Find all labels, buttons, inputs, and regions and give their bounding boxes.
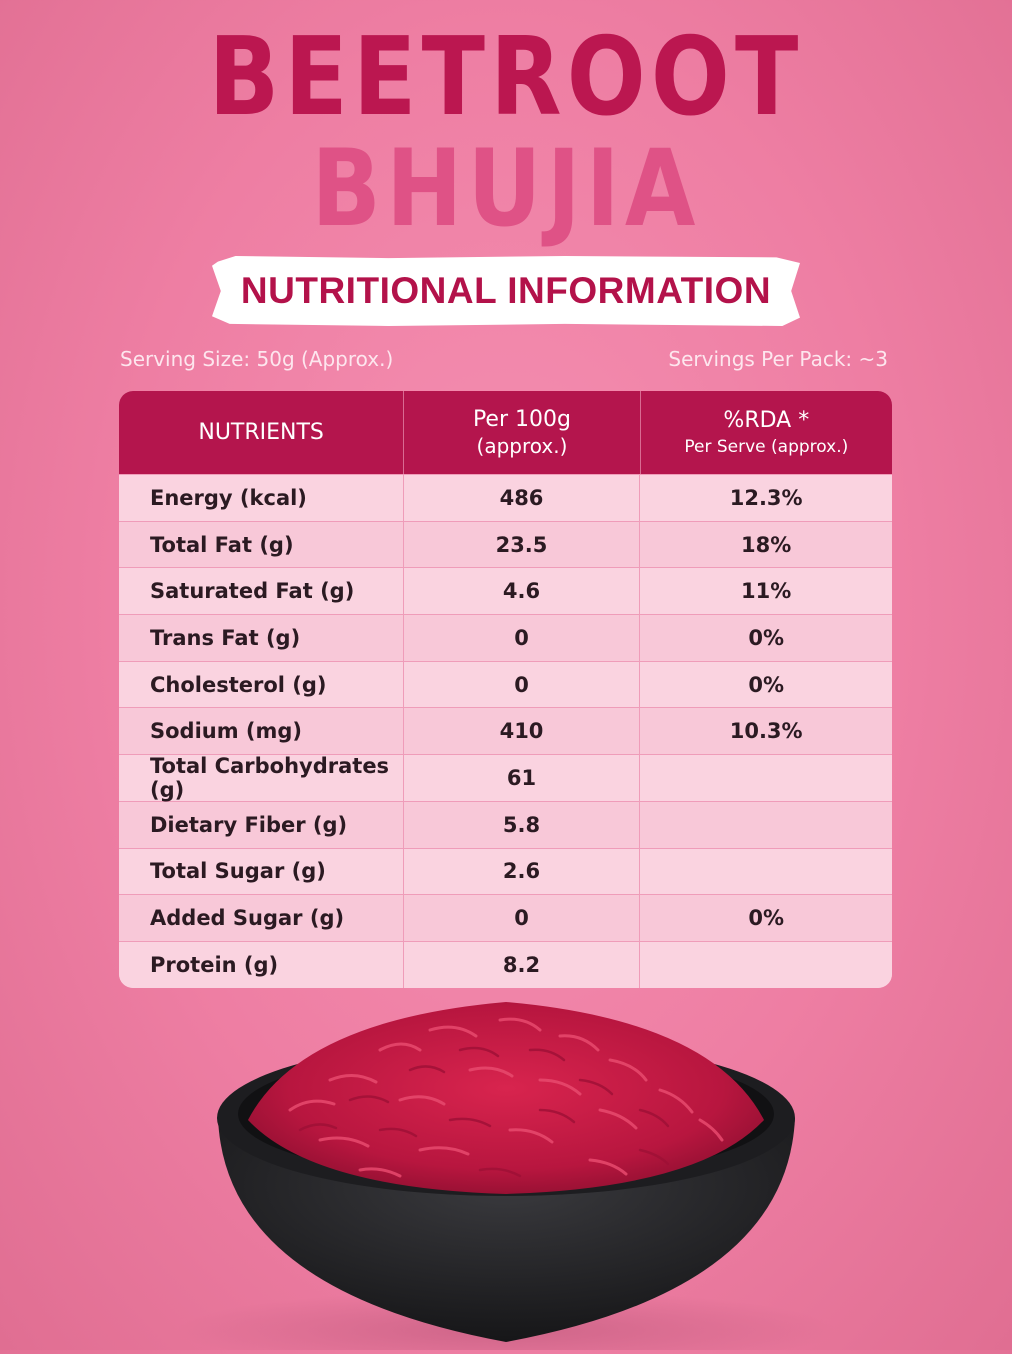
nutrition-banner: NUTRITIONAL INFORMATION (212, 256, 800, 326)
bowl-illustration (176, 1002, 836, 1354)
per100-value: 0 (404, 895, 641, 941)
nutrient-name: Energy (kcal) (119, 475, 404, 521)
nutrition-table: NUTRIENTS Per 100g (approx.) %RDA * Per … (119, 391, 892, 988)
rda-value (640, 849, 892, 895)
table-row: Saturated Fat (g) 4.6 11% (119, 567, 892, 615)
table-row: Dietary Fiber (g) 5.8 (119, 800, 892, 848)
serving-size: Serving Size: 50g (Approx.) (120, 347, 394, 371)
rda-value: 11% (741, 579, 792, 604)
header-per100-label: Per 100g (472, 407, 571, 432)
rda-value: 12.3% (729, 485, 803, 510)
header-rda-label: %RDA * (723, 408, 810, 433)
table-row: Added Sugar (g) 0 0% (119, 894, 892, 941)
nutrient-name: Sodium (mg) (119, 708, 404, 755)
per100-value: 2.6 (404, 848, 641, 895)
per100-value: 0 (404, 661, 641, 708)
title-bhujia: BHUJIA (311, 127, 701, 250)
table-row: Total Carbohydrates (g) 61 (119, 754, 892, 802)
nutrient-name: Total Fat (g) (119, 521, 404, 568)
table-row: Protein (g) 8.2 (119, 940, 892, 988)
banner-text: NUTRITIONAL INFORMATION (240, 270, 772, 311)
per100-value: 410 (404, 708, 641, 755)
servings-per-pack: Servings Per Pack: ~3 (668, 347, 888, 371)
nutrient-name: Protein (g) (119, 941, 404, 988)
nutrient-name: Added Sugar (g) (119, 895, 404, 941)
table-row: Trans Fat (g) 0 0% (119, 614, 892, 661)
header-per100: Per 100g (approx.) (404, 391, 641, 474)
table-row: Total Fat (g) 23.5 18% (119, 520, 892, 568)
per100-value: 23.5 (404, 521, 641, 568)
table-row: Total Sugar (g) 2.6 (119, 847, 892, 895)
nutrient-name: Saturated Fat (g) (119, 568, 404, 615)
rda-value: 0% (748, 906, 784, 931)
per100-value: 5.8 (404, 801, 641, 848)
table-row: Sodium (mg) 410 10.3% (119, 707, 892, 755)
nutrient-name: Trans Fat (g) (119, 615, 404, 661)
title-beetroot: BEETROOT (208, 15, 804, 140)
nutrient-name: Total Carbohydrates (g) (119, 754, 404, 802)
rda-value: 0% (748, 672, 784, 697)
nutrient-name: Cholesterol (g) (119, 661, 404, 708)
rda-value (640, 802, 892, 848)
header-nutrients-label: NUTRIENTS (198, 420, 324, 445)
bhujia-bowl-image (0, 990, 1012, 1354)
nutrient-name: Total Sugar (g) (119, 848, 404, 895)
rda-value (640, 755, 892, 801)
rda-value: 0% (748, 625, 784, 650)
per100-value: 0 (404, 615, 641, 661)
rda-value: 18% (741, 532, 792, 557)
per100-value: 61 (404, 755, 641, 801)
per100-value: 4.6 (404, 568, 641, 615)
per100-value: 8.2 (404, 941, 641, 988)
table-header: NUTRIENTS Per 100g (approx.) %RDA * Per … (119, 391, 892, 474)
header-rda-sub: Per Serve (approx.) (684, 437, 849, 457)
header-rda: %RDA * Per Serve (approx.) (641, 391, 892, 474)
rda-value: 10.3% (729, 719, 803, 744)
table-row: Cholesterol (g) 0 0% (119, 660, 892, 708)
header-nutrients: NUTRIENTS (119, 391, 405, 474)
nutrient-name: Dietary Fiber (g) (119, 801, 404, 848)
header-per100-sub: (approx.) (476, 434, 568, 458)
table-body: Energy (kcal) 486 12.3% Total Fat (g) 23.5 1… (119, 474, 892, 988)
table-row: Energy (kcal) 486 12.3% (119, 474, 892, 521)
rda-value (640, 942, 892, 988)
per100-value: 486 (404, 475, 641, 521)
